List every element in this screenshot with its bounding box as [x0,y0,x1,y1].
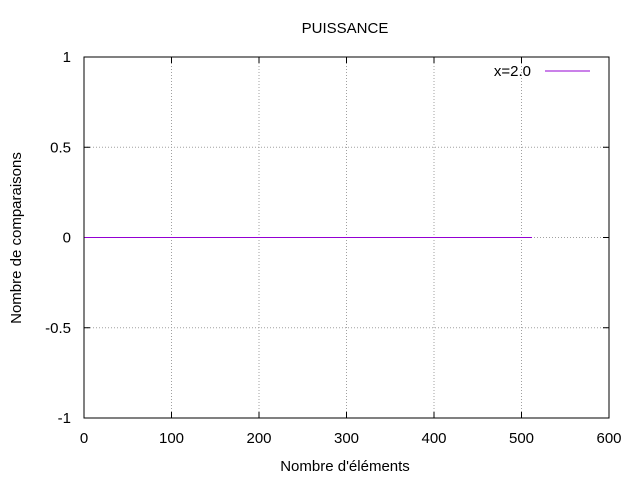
legend-label: x=2.0 [494,63,531,80]
y-tick-label: 1 [63,49,71,66]
x-tick-label: 400 [421,430,446,447]
y-tick-label: -1 [58,410,71,427]
y-tick-label: -0.5 [45,320,71,337]
x-tick-labels: 0 100 200 300 400 500 600 [80,430,622,447]
plot-border [83,56,610,419]
chart-title: PUISSANCE [302,20,389,37]
x-axis-label: Nombre d'éléments [280,458,410,475]
x-tick-label: 200 [246,430,271,447]
x-tick-label: 100 [159,430,184,447]
y-axis-label: Nombre de comparaisons [8,152,25,324]
x-tick-label: 600 [596,430,621,447]
legend: x=2.0 [494,63,590,80]
x-tick-label: 300 [334,430,359,447]
y-tick-labels: -1 -0.5 0 0.5 1 [45,49,71,427]
x-tick-label: 500 [509,430,534,447]
x-tick-label: 0 [80,430,88,447]
y-tick-label: 0 [63,230,71,247]
y-tick-label: 0.5 [50,139,71,156]
